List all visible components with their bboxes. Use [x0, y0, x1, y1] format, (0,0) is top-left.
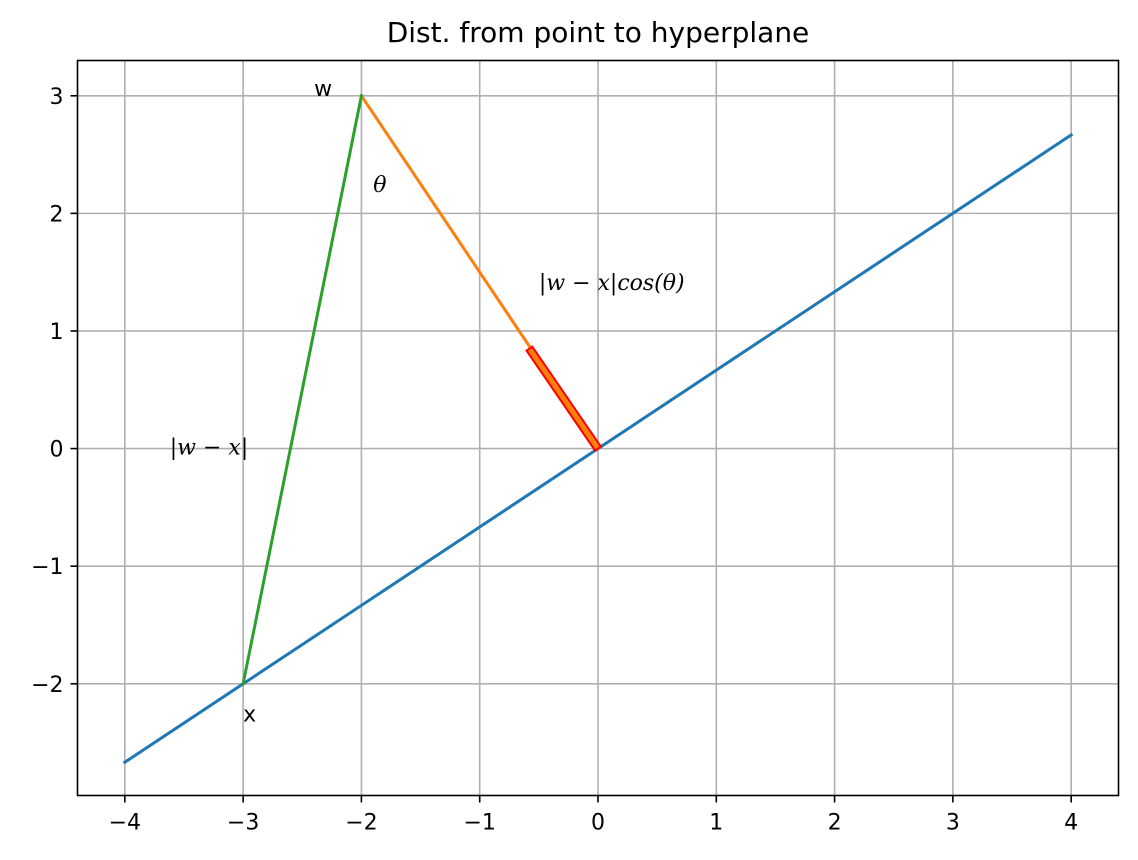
x-tick-label: 2 — [828, 811, 842, 836]
y-tick-label: 2 — [50, 202, 64, 227]
y-tick-label: 1 — [50, 320, 64, 345]
annotation-1: x — [243, 702, 256, 727]
x-tick-label: −2 — [345, 811, 377, 836]
y-tick-label: 0 — [50, 438, 64, 463]
y-axis: −2 −1 0 1 2 3 — [31, 85, 78, 698]
annotation-2: θ — [373, 173, 386, 198]
x-tick-label: 0 — [591, 811, 605, 836]
x-tick-label: −4 — [109, 811, 141, 836]
y-tick-label: 3 — [50, 85, 64, 110]
x-tick-label: 3 — [946, 811, 960, 836]
annotation-4: |w − x|cos(θ) — [539, 271, 685, 296]
chart-title: Dist. from point to hyperplane — [387, 16, 810, 49]
annotation-3: |w − x| — [170, 435, 248, 460]
annotation-0: w — [314, 77, 332, 102]
x-tick-label: 1 — [709, 811, 723, 836]
x-tick-label: 4 — [1064, 811, 1078, 836]
distance-segment — [525, 345, 603, 452]
grid — [77, 60, 1119, 796]
series-group — [122, 93, 1074, 765]
y-tick-label: −1 — [31, 555, 63, 580]
x-axis: −4 −3 −2 −1 0 1 2 3 4 — [109, 795, 1078, 836]
x-tick-label: −1 — [463, 811, 495, 836]
annotations: w x θ |w − x| |w − x|cos(θ) — [170, 77, 685, 728]
series-line-2 — [241, 94, 364, 686]
y-tick-label: −2 — [31, 673, 63, 698]
x-tick-label: −3 — [227, 811, 259, 836]
